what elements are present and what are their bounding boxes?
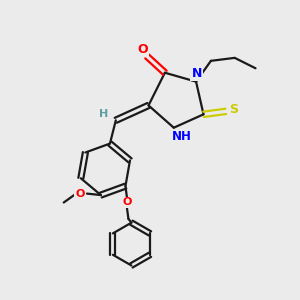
Text: O: O xyxy=(75,189,85,199)
Text: NH: NH xyxy=(172,130,192,142)
Text: O: O xyxy=(122,197,132,208)
Text: H: H xyxy=(99,109,108,119)
Text: S: S xyxy=(229,103,238,116)
Text: O: O xyxy=(137,43,148,56)
Text: N: N xyxy=(191,67,202,80)
